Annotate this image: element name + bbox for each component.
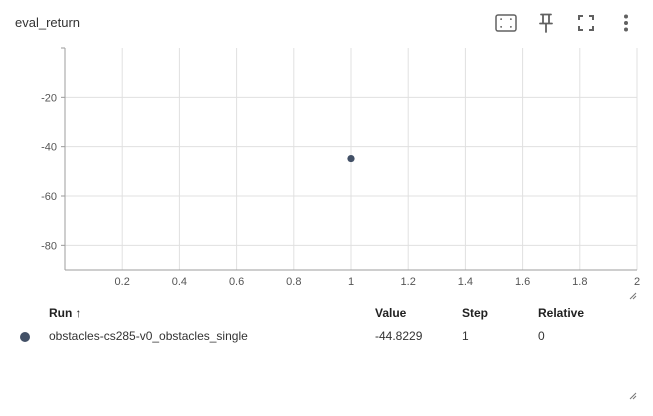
- run-column-header[interactable]: Run ↑: [49, 306, 82, 320]
- more-vert-icon: [624, 14, 628, 32]
- x-tick-label: 1: [348, 276, 354, 288]
- x-tick-label: 0.8: [286, 276, 301, 288]
- fit-domain-icon: [495, 14, 517, 32]
- pin-button[interactable]: [533, 10, 559, 36]
- y-tick-label: -80: [41, 240, 57, 252]
- chart-resize-handle-icon[interactable]: [629, 292, 637, 300]
- x-tick-label: 1.6: [515, 276, 530, 288]
- relative-column-header[interactable]: Relative: [538, 306, 585, 320]
- x-tick-label: 0.6: [229, 276, 244, 288]
- chart-area[interactable]: 0.2 0.4 0.6 0.8 1 1.2 1.4 1.6 1.8 2 -20 -40 -60 -80: [0, 40, 653, 302]
- run-color-swatch: [20, 332, 30, 342]
- card-toolbar: [493, 10, 653, 36]
- fit-domain-button[interactable]: [493, 10, 519, 36]
- run-name: obstacles-cs285-v0_obstacles_single: [49, 329, 248, 343]
- x-tick-label: 1.4: [458, 276, 473, 288]
- more-options-button[interactable]: [613, 10, 639, 36]
- data-table: Run ↑ Value Step Relative obstacles-cs285…: [0, 302, 653, 348]
- x-tick-label: 0.4: [172, 276, 187, 288]
- pin-icon: [539, 13, 553, 33]
- x-tick-label: 0.2: [115, 276, 130, 288]
- sort-ascending-icon: ↑: [75, 306, 82, 320]
- fullscreen-icon: [578, 15, 594, 31]
- card-resize-handle-icon[interactable]: [629, 392, 637, 400]
- x-tick-label: 1.8: [572, 276, 587, 288]
- table-header: Run ↑ Value Step Relative: [0, 302, 653, 325]
- value-column-header[interactable]: Value: [375, 306, 407, 320]
- y-tick-label: -20: [41, 92, 57, 104]
- x-tick-label: 1.2: [401, 276, 416, 288]
- fullscreen-button[interactable]: [573, 10, 599, 36]
- data-point: [347, 154, 355, 163]
- card-title: eval_return: [15, 15, 81, 30]
- step-column-header[interactable]: Step: [462, 306, 489, 320]
- y-tick-label: -60: [41, 191, 57, 203]
- run-value: -44.8229: [375, 329, 423, 343]
- y-tick-label: -40: [41, 142, 57, 154]
- x-tick-label: 2: [634, 276, 640, 288]
- run-relative: 0: [538, 329, 545, 343]
- table-row: obstacles-cs285-v0_obstacles_single -44.…: [0, 325, 653, 348]
- line-chart[interactable]: 0.2 0.4 0.6 0.8 1 1.2 1.4 1.6 1.8 2 -20 -40 -60 -80: [0, 40, 653, 302]
- run-step: 1: [462, 329, 469, 343]
